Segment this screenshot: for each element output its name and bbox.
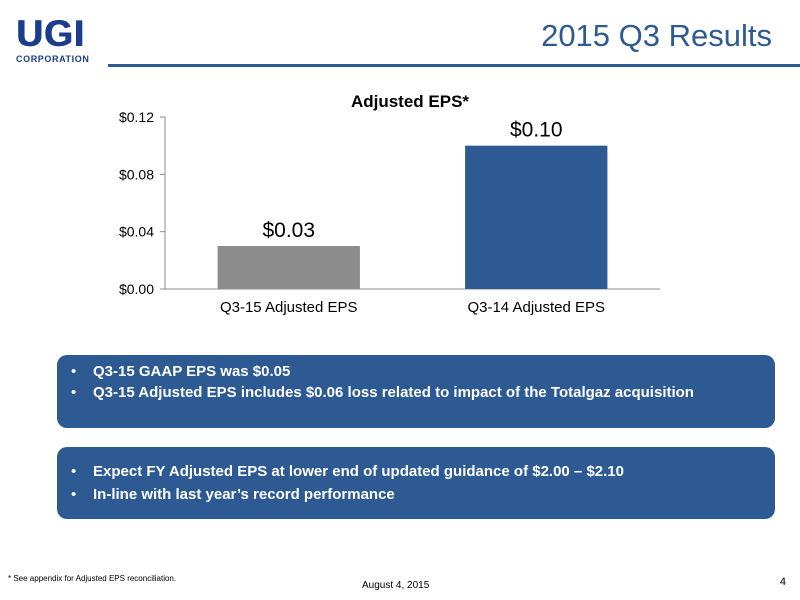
chart-bars: $0.03 $0.10 — [217, 119, 608, 289]
logo-letters: UGI — [16, 13, 85, 54]
callout-text: In-line with last year’s record performa… — [93, 486, 395, 503]
ugi-logo: UGI CORPORATION — [16, 13, 90, 66]
callout-item: • In-line with last year’s record perfor… — [71, 485, 761, 504]
x-tick-label: Q3-14 Adjusted EPS — [467, 299, 605, 316]
bullet-icon: • — [71, 486, 77, 503]
presentation-date: August 4, 2015 — [362, 580, 430, 591]
callout-item: • Q3-15 GAAP EPS was $0.05 — [71, 362, 761, 381]
bar — [217, 246, 360, 289]
y-tick-label: $0.00 — [119, 281, 154, 297]
bullet-icon: • — [71, 384, 77, 401]
bar-data-label: $0.03 — [262, 219, 315, 242]
footnote: * See appendix for Adjusted EPS reconcil… — [8, 574, 177, 583]
page-number: 4 — [779, 576, 786, 588]
bar-data-label: $0.10 — [510, 119, 563, 142]
callout-list: • Q3-15 GAAP EPS was $0.05 • Q3-15 Adjus… — [71, 362, 761, 402]
y-tick-label: $0.08 — [119, 166, 154, 182]
y-tick-label: $0.12 — [119, 109, 154, 125]
chart-svg: Adjusted EPS* $0.00 $0.04 $0.08 $0.12 Q3-15 … — [119, 92, 660, 316]
callout-text: Expect FY Adjusted EPS at lower end of u… — [93, 463, 624, 480]
callout-text: Q3-15 GAAP EPS was $0.05 — [93, 363, 291, 380]
x-tick-label: Q3-15 Adjusted EPS — [220, 299, 358, 316]
chart-axes: $0.00 $0.04 $0.08 $0.12 Q3-15 Adjusted EPS Q3… — [119, 109, 660, 316]
callout-text: Q3-15 Adjusted EPS includes $0.06 loss r… — [93, 384, 694, 401]
bullet-icon: • — [71, 363, 77, 380]
callout-item: • Expect FY Adjusted EPS at lower end of… — [71, 462, 761, 481]
bar — [465, 145, 608, 289]
bullet-icon: • — [71, 463, 77, 480]
adjusted-eps-chart: Adjusted EPS* $0.00 $0.04 $0.08 $0.12 Q3-15 … — [60, 84, 680, 334]
title-rule — [108, 64, 800, 67]
callout-item: • Q3-15 Adjusted EPS includes $0.06 loss… — [71, 383, 761, 402]
chart-title: Adjusted EPS* — [351, 92, 469, 111]
callout-list: • Expect FY Adjusted EPS at lower end of… — [71, 462, 761, 504]
callout-q3-eps: • Q3-15 GAAP EPS was $0.05 • Q3-15 Adjus… — [57, 355, 775, 428]
y-tick-label: $0.04 — [119, 224, 154, 240]
callout-guidance: • Expect FY Adjusted EPS at lower end of… — [57, 447, 775, 519]
logo-subtitle: CORPORATION — [16, 54, 90, 64]
slide-title: 2015 Q3 Results — [541, 18, 772, 53]
